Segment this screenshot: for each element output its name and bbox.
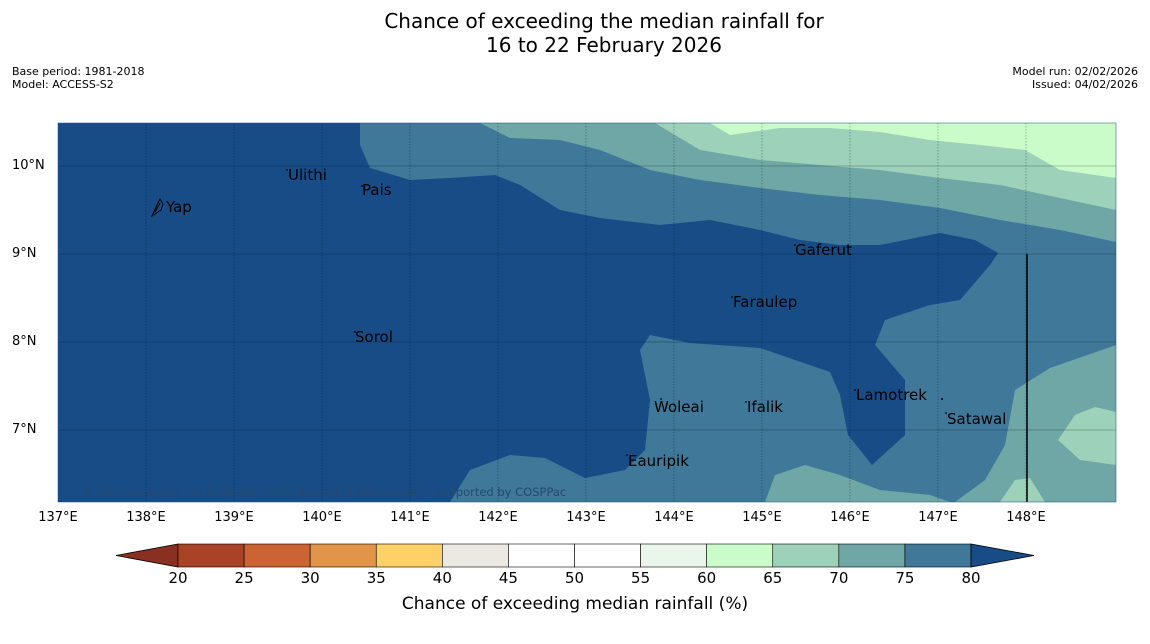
colorbar-tick-label: 65 bbox=[763, 569, 783, 587]
place-pais: Pais bbox=[362, 181, 392, 199]
colorbar bbox=[115, 543, 1035, 568]
colorbar-segment bbox=[904, 543, 972, 568]
band-60-65-southeast bbox=[1058, 407, 1116, 465]
eauripik-marker bbox=[626, 454, 628, 456]
chart-title: Chance of exceeding the median rainfall … bbox=[0, 9, 1150, 57]
band-55-60-north bbox=[710, 123, 1116, 178]
colorbar-tick-label: 45 bbox=[498, 569, 518, 587]
colorbar-segment bbox=[772, 543, 840, 568]
sorol-marker bbox=[354, 331, 356, 333]
place-lamotrek: Lamotrek bbox=[856, 386, 927, 404]
band-65-70-south bbox=[765, 465, 950, 502]
faraulep-marker bbox=[731, 296, 733, 298]
issued-date: Issued: 04/02/2026 bbox=[1031, 78, 1138, 91]
colorbar-tick-label: 80 bbox=[961, 569, 981, 587]
lamotrek-marker bbox=[854, 389, 856, 391]
colorbar-tick-label: 75 bbox=[895, 569, 915, 587]
lat-label-10n: 10°N bbox=[12, 158, 45, 173]
colorbar-segment bbox=[706, 543, 774, 568]
lon-label-137e: 137°E bbox=[38, 510, 78, 525]
lon-label-142e: 142°E bbox=[478, 510, 518, 525]
title-line-1: Chance of exceeding the median rainfall … bbox=[384, 9, 824, 33]
colorbar-tick-label: 50 bbox=[564, 569, 585, 587]
meta-left: Base period: 1981-2018 Model: ACCESS-S2 bbox=[12, 65, 144, 91]
colorbar-segment bbox=[309, 543, 377, 568]
colorbar-tick-label: 25 bbox=[234, 569, 254, 587]
colorbar-over-triangle bbox=[970, 543, 1035, 568]
colorbar-tick-label: 35 bbox=[366, 569, 386, 587]
model-run: Model run: 02/02/2026 bbox=[1012, 65, 1138, 78]
band-70-75-north bbox=[360, 123, 1116, 502]
lat-label-9n: 9°N bbox=[12, 246, 37, 261]
colorbar-tick-label: 70 bbox=[829, 569, 849, 587]
yap-island-outline bbox=[150, 197, 164, 218]
woleai-marker bbox=[660, 398, 662, 400]
island-markers bbox=[150, 169, 947, 456]
lon-label-139e: 139°E bbox=[214, 510, 254, 525]
colorbar-segment bbox=[375, 543, 443, 568]
colorbar-segment bbox=[640, 543, 707, 568]
lon-label-138e: 138°E bbox=[126, 510, 166, 525]
lon-label-145e: 145°E bbox=[742, 510, 782, 525]
place-gaferut: Gaferut bbox=[795, 241, 852, 259]
place-ifalik: Ifalik bbox=[747, 398, 783, 416]
colorbar-under-triangle bbox=[115, 543, 179, 568]
lon-label-141e: 141°E bbox=[390, 510, 430, 525]
colorbar-segment bbox=[442, 543, 509, 568]
map-fill-layers bbox=[58, 123, 1116, 502]
place-eauripik: Eauripik bbox=[628, 452, 689, 470]
colorbar-tick-label: 60 bbox=[697, 569, 717, 587]
colorbar-segment bbox=[243, 543, 311, 568]
lon-label-146e: 146°E bbox=[830, 510, 870, 525]
place-faraulep: Faraulep bbox=[733, 293, 798, 311]
lon-label-140e: 140°E bbox=[302, 510, 342, 525]
lon-label-143e: 143°E bbox=[566, 510, 606, 525]
map-frame bbox=[57, 122, 1117, 503]
colorbar-segment bbox=[508, 543, 575, 568]
lamotrek-east-marker bbox=[941, 398, 943, 400]
ulithi-marker bbox=[286, 169, 288, 171]
lat-label-7n: 7°N bbox=[12, 422, 37, 437]
band-65-70-southeast bbox=[955, 345, 1116, 502]
place-sorol: Sorol bbox=[355, 328, 393, 346]
pais-marker bbox=[361, 185, 363, 187]
colorbar-title: Chance of exceeding median rainfall (%) bbox=[401, 594, 749, 614]
copyright-notice: © Commonwealth of Australia 2026, Bureau… bbox=[82, 485, 567, 499]
meta-right: Model run: 02/02/2026 Issued: 04/02/2026 bbox=[1012, 65, 1138, 91]
colorbar-tick-label: 20 bbox=[168, 569, 188, 587]
model-name: Model: ACCESS-S2 bbox=[12, 78, 114, 91]
base-period: Base period: 1981-2018 bbox=[12, 65, 145, 78]
meridians bbox=[145, 123, 1027, 502]
band-60-65-south bbox=[1000, 478, 1045, 502]
place-yap: Yap bbox=[166, 198, 192, 216]
colorbar-segment bbox=[838, 543, 906, 568]
place-satawal: Satawal bbox=[947, 410, 1007, 428]
colorbar-segment bbox=[574, 543, 641, 568]
colorbar-tick-label: 55 bbox=[631, 569, 651, 587]
lon-label-148e: 148°E bbox=[1006, 510, 1046, 525]
title-line-2: 16 to 22 February 2026 bbox=[486, 33, 722, 57]
lon-label-144e: 144°E bbox=[654, 510, 694, 525]
place-ulithi: Ulithi bbox=[288, 166, 327, 184]
lat-label-8n: 8°N bbox=[12, 334, 37, 349]
satawal-marker bbox=[945, 412, 947, 414]
colorbar-tick-label: 40 bbox=[432, 569, 452, 587]
place-woleai: Woleai bbox=[654, 398, 704, 416]
colorbar-tick-label: 30 bbox=[300, 569, 320, 587]
ifalik-marker bbox=[745, 401, 747, 403]
graticule bbox=[58, 165, 1116, 431]
gaferut-marker bbox=[794, 244, 796, 246]
colorbar-segment bbox=[177, 543, 245, 568]
lon-label-147e: 147°E bbox=[918, 510, 958, 525]
